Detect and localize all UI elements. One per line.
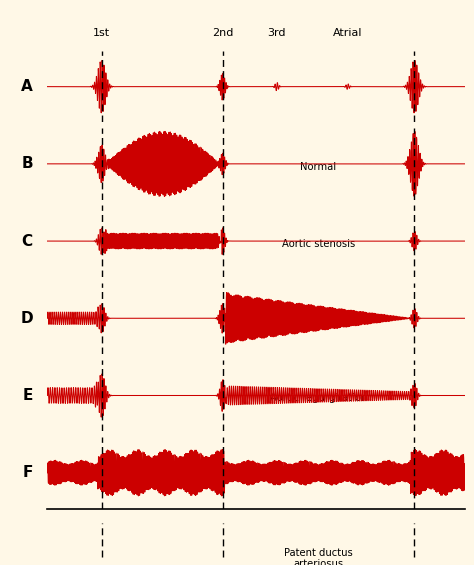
Text: 3rd: 3rd [267,28,286,38]
Text: Aortic regurgitation: Aortic regurgitation [270,393,367,403]
Text: F: F [22,465,33,480]
Text: Mitral stenosis: Mitral stenosis [282,471,355,481]
Text: Mitral regurgitation: Mitral regurgitation [270,316,367,326]
Text: B: B [21,157,33,171]
Text: E: E [22,388,33,403]
Text: D: D [20,311,33,326]
Text: Normal: Normal [301,162,337,172]
Text: 2nd: 2nd [212,28,233,38]
Text: Atrial: Atrial [333,28,363,38]
Text: Patent ductus
arteriosus: Patent ductus arteriosus [284,548,353,565]
Text: Aortic stenosis: Aortic stenosis [282,239,355,249]
Text: 1st: 1st [93,28,110,38]
Text: A: A [21,79,33,94]
Text: C: C [22,233,33,249]
